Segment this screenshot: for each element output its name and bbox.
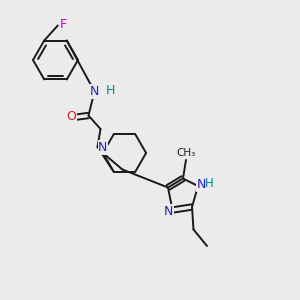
Text: H: H [105, 83, 115, 97]
Text: O: O [66, 110, 76, 124]
Text: H: H [205, 177, 214, 190]
Text: F: F [60, 17, 67, 31]
Text: N: N [197, 178, 206, 191]
Text: N: N [164, 205, 174, 218]
Text: N: N [98, 141, 108, 154]
Text: N: N [90, 85, 99, 98]
Text: CH₃: CH₃ [176, 148, 196, 158]
